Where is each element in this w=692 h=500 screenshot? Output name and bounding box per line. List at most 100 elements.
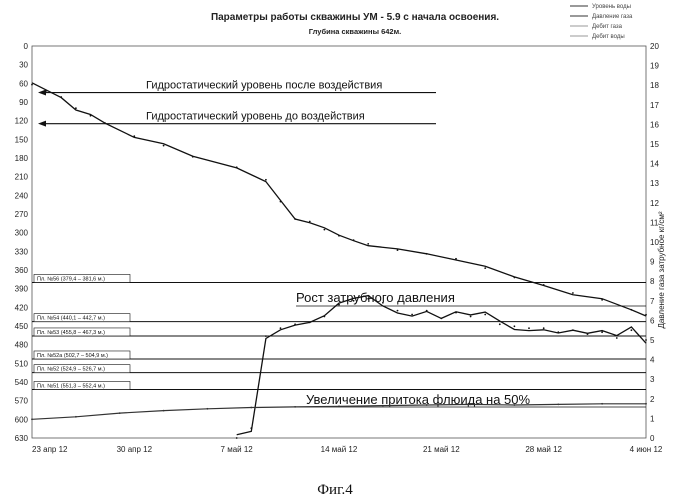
series-point (455, 258, 457, 260)
series-point (411, 314, 413, 316)
y-tick-label: 270 (15, 210, 29, 219)
y2-tick-label: 19 (650, 62, 659, 71)
series-point (572, 292, 574, 294)
y2-tick-label: 1 (650, 414, 655, 423)
y-tick-label: 30 (19, 61, 28, 70)
x-tick-label: 14 май 12 (321, 445, 358, 454)
series-point (294, 406, 296, 408)
y-tick-label: 360 (15, 266, 29, 275)
series-point (163, 410, 165, 412)
annotation-text: Гидростатический уровень после воздейств… (146, 80, 382, 92)
series-point (353, 300, 355, 302)
y2-tick-label: 7 (650, 297, 655, 306)
series-point (250, 407, 252, 409)
y2-tick-label: 14 (650, 160, 659, 169)
legend-entry: Дебит газа (592, 24, 623, 30)
series-point (324, 316, 326, 318)
series-point (645, 403, 647, 405)
series-point (75, 107, 77, 109)
series-point (426, 253, 428, 255)
series-point (207, 408, 209, 410)
series-point (397, 310, 399, 312)
series-point (265, 179, 267, 181)
series-point (236, 437, 238, 439)
legend-entry: Уровень воды (592, 4, 631, 10)
series-point (455, 312, 457, 314)
layer-label: Пл. №53 (455,8 – 467,3 м.) (37, 330, 105, 336)
series-point (309, 221, 311, 223)
series-point (294, 323, 296, 325)
series-point (119, 412, 121, 414)
chart-title: Параметры работы скважины УМ - 5.9 с нач… (211, 11, 499, 23)
series-point (397, 249, 399, 251)
annotation-text: Гидростатический уровень до воздействия (146, 111, 365, 123)
y2-tick-label: 16 (650, 120, 659, 129)
series-point (470, 404, 472, 406)
y2-tick-label: 3 (650, 375, 655, 384)
y-tick-label: 90 (19, 98, 28, 107)
layer-label: Пл. №56 (379,4 – 381,6 м.) (37, 276, 105, 282)
series-point (250, 427, 252, 429)
series-point (382, 302, 384, 304)
series-point (309, 322, 311, 324)
y-tick-label: 540 (15, 378, 29, 387)
y2-tick-label: 20 (650, 42, 659, 51)
y-tick-label: 600 (15, 415, 29, 424)
series-point (367, 243, 369, 245)
y2-tick-label: 4 (650, 356, 655, 365)
series-point (528, 327, 530, 329)
y-tick-label: 570 (15, 397, 29, 406)
y-tick-label: 480 (15, 341, 29, 350)
series-point (587, 333, 589, 335)
y2-axis-label: Давление газа затрубное кг/см² (657, 211, 666, 328)
series-point (440, 318, 442, 320)
y2-tick-label: 15 (650, 140, 659, 149)
series-point (543, 327, 545, 329)
y2-tick-label: 0 (650, 434, 655, 443)
legend: Уровень водыДавление газаДебит газаДебит… (570, 4, 633, 40)
y2-tick-label: 6 (650, 316, 655, 325)
series-point (426, 404, 428, 406)
series-point (133, 135, 135, 137)
series-point (163, 145, 165, 147)
y2-tick-label: 5 (650, 336, 655, 345)
series-point (645, 314, 647, 316)
series-point (46, 90, 48, 92)
series-point (367, 298, 369, 300)
y-tick-label: 60 (19, 79, 28, 88)
annotation-arrowhead (38, 121, 46, 127)
series-point (514, 277, 516, 279)
y-tick-label: 240 (15, 191, 29, 200)
y2-tick-label: 8 (650, 277, 655, 286)
series-point (90, 115, 92, 117)
series-point (75, 416, 77, 418)
layer-label: Пл. №52 (524,9 – 526,7 м.) (37, 367, 105, 373)
series-point (514, 325, 516, 327)
x-tick-label: 7 май 12 (221, 445, 254, 454)
series-point (294, 218, 296, 220)
series-point (631, 329, 633, 331)
annotation-text: Рост затрубного давления (296, 290, 455, 305)
series-point (236, 166, 238, 168)
plot-area (32, 46, 646, 438)
x-tick-label: 21 май 12 (423, 445, 460, 454)
x-tick-label: 23 апр 12 (32, 445, 68, 454)
series-point (426, 310, 428, 312)
series-point (484, 267, 486, 269)
series-point (499, 323, 501, 325)
series-point (280, 327, 282, 329)
series-point (60, 96, 62, 98)
y2-tick-label: 9 (650, 258, 655, 267)
series-point (265, 335, 267, 337)
series-point (557, 331, 559, 333)
series-point (601, 299, 603, 301)
series-point (601, 403, 603, 405)
layer-label: Пл. №54 (440,1 – 442,7 м.) (37, 316, 105, 322)
series-point (557, 404, 559, 406)
series-point (631, 309, 633, 311)
legend-entry: Давление газа (592, 14, 633, 20)
y-tick-label: 630 (15, 434, 29, 443)
series-point (601, 331, 603, 333)
series-point (572, 329, 574, 331)
